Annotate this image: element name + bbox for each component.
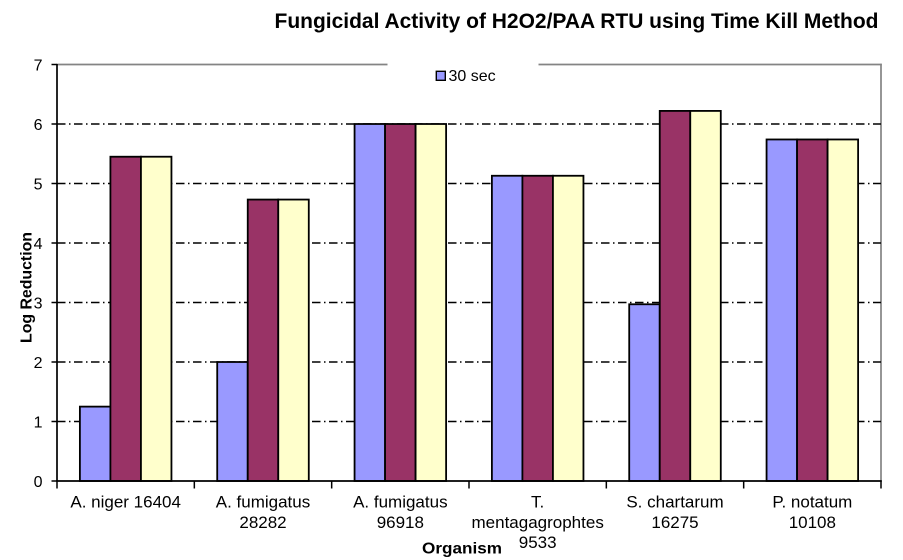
svg-text:6: 6 [34, 117, 43, 134]
svg-text:S. chartarum: S. chartarum [626, 493, 723, 512]
svg-text:Log Reduction: Log Reduction [19, 232, 36, 343]
svg-text:A. niger 16404: A. niger 16404 [70, 493, 181, 512]
svg-text:3: 3 [34, 296, 43, 313]
svg-text:2: 2 [34, 355, 43, 372]
svg-text:30 sec: 30 sec [449, 68, 496, 85]
svg-text:16275: 16275 [651, 513, 698, 532]
svg-text:28282: 28282 [239, 513, 286, 532]
svg-text:mentagagrophtes: mentagagrophtes [472, 513, 604, 532]
svg-text:0: 0 [34, 474, 43, 491]
svg-text:Organism: Organism [422, 540, 502, 557]
svg-text:Fungicidal Activity of H2O2/PA: Fungicidal Activity of H2O2/PAA RTU usin… [275, 10, 879, 33]
svg-text:A. fumigatus: A. fumigatus [353, 493, 448, 512]
svg-text:P. notatum: P. notatum [772, 493, 852, 512]
svg-text:9533: 9533 [519, 533, 557, 552]
svg-text:1: 1 [34, 415, 43, 432]
svg-text:7: 7 [34, 58, 43, 75]
svg-text:96918: 96918 [377, 513, 424, 532]
svg-text:5: 5 [34, 177, 43, 194]
svg-text:10108: 10108 [789, 513, 836, 532]
svg-text:4: 4 [34, 236, 43, 253]
svg-text:T.: T. [531, 493, 544, 512]
svg-text:A. fumigatus: A. fumigatus [216, 493, 311, 512]
